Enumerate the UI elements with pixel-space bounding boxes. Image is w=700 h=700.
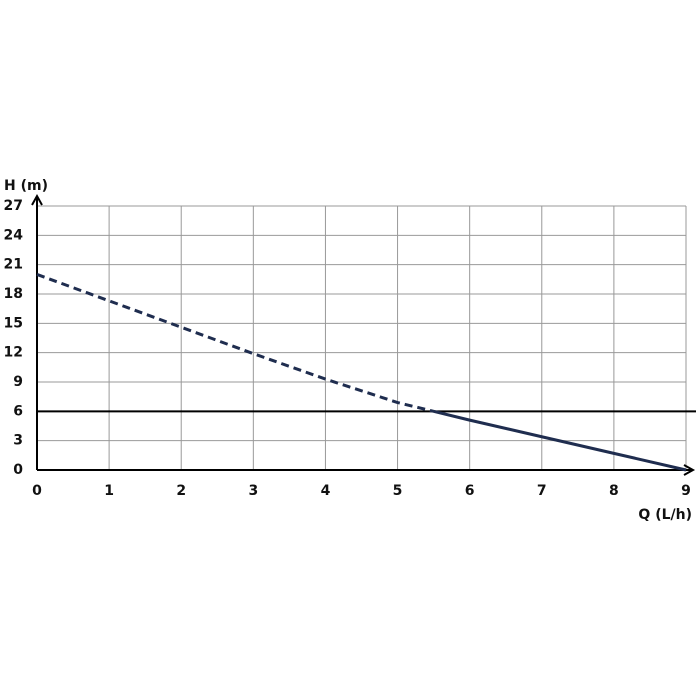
y-tick-label: 21: [4, 257, 23, 273]
y-tick-label: 24: [4, 227, 24, 243]
y-tick-label: 3: [13, 433, 23, 449]
x-tick-label: 4: [321, 483, 331, 499]
x-tick-label: 2: [176, 483, 186, 499]
y-tick-label: 0: [13, 462, 23, 478]
x-tick-label: 9: [681, 483, 691, 499]
curve: [433, 409, 687, 472]
x-axis-label: Q (L/h): [638, 507, 692, 523]
y-tick-label: 15: [4, 315, 23, 331]
x-tick-label: 7: [537, 483, 547, 499]
y-tick-label: 12: [4, 345, 23, 361]
y-tick-label: 6: [13, 403, 23, 419]
y-tick-label: 9: [13, 374, 23, 390]
y-axis-arrow: [31, 193, 43, 206]
y-axis-label: H (m): [4, 178, 48, 194]
x-tick-label: 8: [609, 483, 619, 499]
x-tick-label: 0: [32, 483, 42, 499]
x-tick-label: 1: [104, 483, 114, 499]
x-tick-label: 6: [465, 483, 475, 499]
y-tick-label: 18: [4, 286, 23, 302]
x-tick-label: 3: [248, 483, 258, 499]
y-tick-label: 27: [4, 198, 23, 214]
x-axis-arrow: [683, 464, 696, 476]
curve: [36, 273, 434, 413]
x-tick-label: 5: [393, 483, 403, 499]
